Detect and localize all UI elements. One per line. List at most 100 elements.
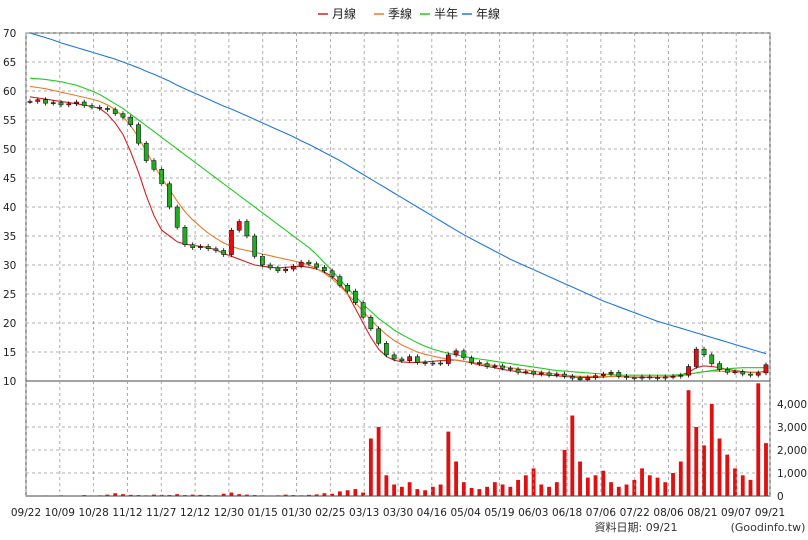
candle-body: [755, 372, 761, 376]
x-tick-label: 03/13: [349, 507, 379, 519]
candle-body: [422, 362, 428, 364]
volume-bar: [152, 494, 156, 496]
legend-item-month[interactable]: 月線: [318, 6, 356, 21]
volume-bar: [616, 486, 621, 496]
volume-bar: [306, 494, 311, 496]
x-tick-label: 09/22: [11, 507, 41, 519]
candle-body: [554, 373, 560, 376]
candle-body: [631, 377, 637, 379]
candle-body: [724, 369, 730, 373]
candle-body: [105, 108, 110, 110]
candle-body: [66, 103, 72, 106]
candle-body: [376, 328, 381, 344]
volume-bar: [330, 493, 335, 496]
candle-body: [298, 261, 304, 267]
x-tick-label: 11/12: [112, 507, 142, 519]
candle-body: [213, 248, 219, 251]
volume-bar: [554, 482, 559, 496]
volume-bar: [492, 482, 497, 496]
candle-body: [600, 373, 606, 377]
x-tick-label: 01/15: [248, 507, 278, 519]
x-axis: 09/22 10/09 10/28 11/12 11/27 12/12 12/30 01/15…: [11, 33, 785, 519]
volume-bar: [221, 493, 226, 496]
volume-bar: [59, 495, 63, 496]
x-tick-label: 09/21: [755, 507, 785, 519]
candle-body: [252, 235, 258, 257]
candle-body: [337, 276, 343, 286]
volume-bar: [756, 383, 761, 496]
x-tick-label: 06/03: [518, 507, 548, 519]
volume-bar: [384, 475, 389, 496]
volume-bar: [90, 495, 94, 496]
volume-bar: [678, 461, 683, 496]
volume-bar: [570, 415, 575, 496]
volume-bar: [283, 494, 288, 496]
volume-bar: [725, 454, 730, 496]
candle-body: [438, 362, 443, 365]
candle-body: [763, 364, 769, 374]
candle-body: [445, 354, 451, 364]
volume-bar: [500, 484, 505, 496]
candle-body: [267, 264, 273, 269]
price-panel: 10 15 20 25 30 35 40 45 50 55 60 65 70: [3, 28, 771, 388]
x-tick-label: 03/30: [383, 507, 413, 519]
volume-bar: [361, 492, 366, 496]
x-tick-label: 04/16: [417, 507, 448, 519]
volume-tick-label: 1,000: [777, 468, 807, 480]
price-tick-label: 15: [3, 347, 16, 359]
volume-bar: [508, 486, 513, 496]
volume-bar: [314, 494, 319, 496]
candle-body: [585, 377, 591, 381]
volume-bar: [368, 438, 373, 496]
candle-body: [136, 124, 141, 144]
volume-bar: [748, 479, 753, 496]
candle-body: [58, 102, 64, 106]
legend-item-quarter[interactable]: 季線: [374, 6, 412, 21]
volume-bar: [523, 475, 528, 496]
volume-tick-label: 4,000: [777, 399, 807, 411]
candle-body: [384, 343, 389, 356]
candle-body: [562, 373, 567, 377]
volume-bar: [275, 495, 280, 496]
legend-item-year[interactable]: 年線: [462, 6, 500, 21]
candle-body: [507, 367, 513, 370]
volume-bar: [167, 495, 172, 496]
candle-body: [678, 374, 684, 377]
candle-body: [407, 356, 412, 361]
volume-panel: 0 1,000 2,000 3,000 4,000: [25, 380, 807, 503]
candle-body: [616, 372, 622, 377]
candle-body: [159, 169, 165, 185]
legend-item-half-year[interactable]: 半年: [420, 7, 458, 21]
volume-bar: [717, 438, 722, 496]
legend-label-year: 年線: [476, 6, 500, 21]
volume-bar: [516, 479, 521, 496]
candle-body: [686, 366, 691, 376]
candle-body: [693, 348, 699, 367]
candle-body: [593, 375, 598, 378]
volume-bar: [686, 390, 691, 496]
x-tick-label: 08/21: [687, 507, 717, 519]
volume-bar: [82, 495, 87, 496]
candle-body: [701, 348, 707, 356]
candle-body: [608, 372, 614, 375]
volume-bar: [245, 494, 249, 496]
data-date-label: 資料日期: 09/21: [595, 520, 678, 534]
volume-bar: [268, 495, 273, 496]
candle-body: [732, 371, 738, 373]
ma-line-half-year: [29, 77, 766, 376]
source-label[interactable]: (Goodinfo.tw): [731, 521, 806, 534]
volume-bar: [291, 495, 296, 496]
x-tick-label: 05/04: [451, 507, 482, 519]
volume-tick-label: 0: [777, 491, 784, 503]
credit: 資料日期: 09/21 (Goodinfo.tw): [595, 520, 806, 534]
volume-bar: [585, 477, 590, 496]
candle-body: [538, 372, 544, 375]
volume-bar: [446, 431, 451, 496]
volume-bar: [469, 487, 474, 496]
candle-body: [670, 376, 676, 378]
candle-body: [368, 316, 374, 330]
candle-body: [128, 116, 134, 125]
candle-body: [120, 113, 126, 118]
price-tick-label: 70: [3, 28, 16, 40]
candle-body: [647, 376, 653, 379]
